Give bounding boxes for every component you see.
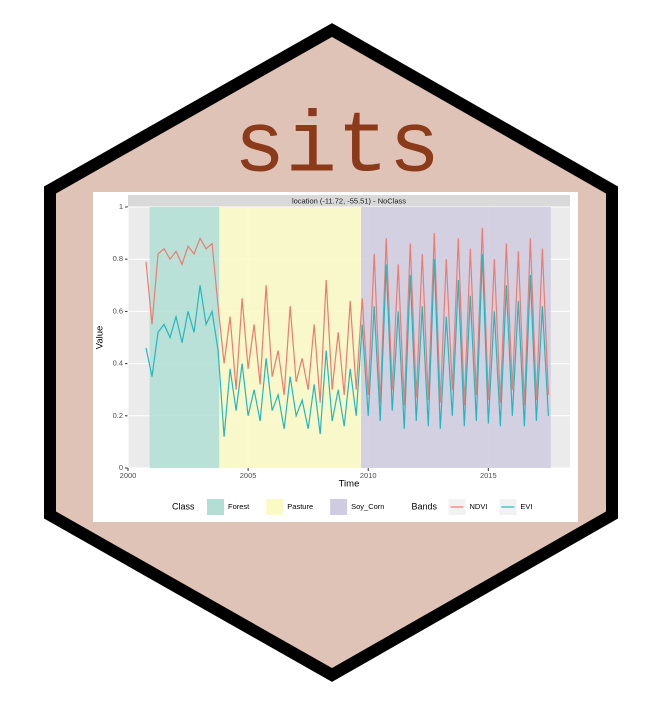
- y-tick-label: 0.2: [113, 411, 123, 420]
- legend-label: Pasture: [287, 502, 313, 511]
- x-tick-label: 2000: [120, 471, 137, 480]
- legend-label: Soy_Corn: [351, 502, 384, 511]
- series-line: [145, 227, 549, 406]
- legend-swatch: [266, 499, 284, 515]
- logo-title: sits: [234, 99, 440, 197]
- legend-swatch: [330, 499, 348, 515]
- y-tick-label: 0.4: [113, 359, 123, 368]
- x-tick-label: 2010: [360, 471, 377, 480]
- y-tick-label: 1: [119, 202, 123, 211]
- legend-title: Class: [172, 501, 195, 511]
- y-tick-label: 0.6: [113, 306, 123, 315]
- x-axis-label: Time: [339, 479, 360, 490]
- x-tick-label: 2015: [480, 471, 497, 480]
- y-tick-label: 0: [119, 463, 123, 472]
- class-band: [219, 207, 362, 468]
- series-line: [145, 253, 549, 437]
- legend-title: Bands: [411, 501, 437, 511]
- chart-title: location (-11.72, -55.51) - NoClass: [292, 196, 406, 205]
- strip: [128, 195, 570, 207]
- legend-swatch: [207, 499, 224, 515]
- legend-label: Forest: [228, 502, 250, 511]
- x-tick-label: 2005: [240, 471, 257, 480]
- legend-label: NDVI: [469, 502, 487, 511]
- legend-label: EVI: [520, 502, 532, 511]
- y-axis-label: Value: [95, 326, 106, 350]
- y-tick-label: 0.8: [113, 254, 123, 263]
